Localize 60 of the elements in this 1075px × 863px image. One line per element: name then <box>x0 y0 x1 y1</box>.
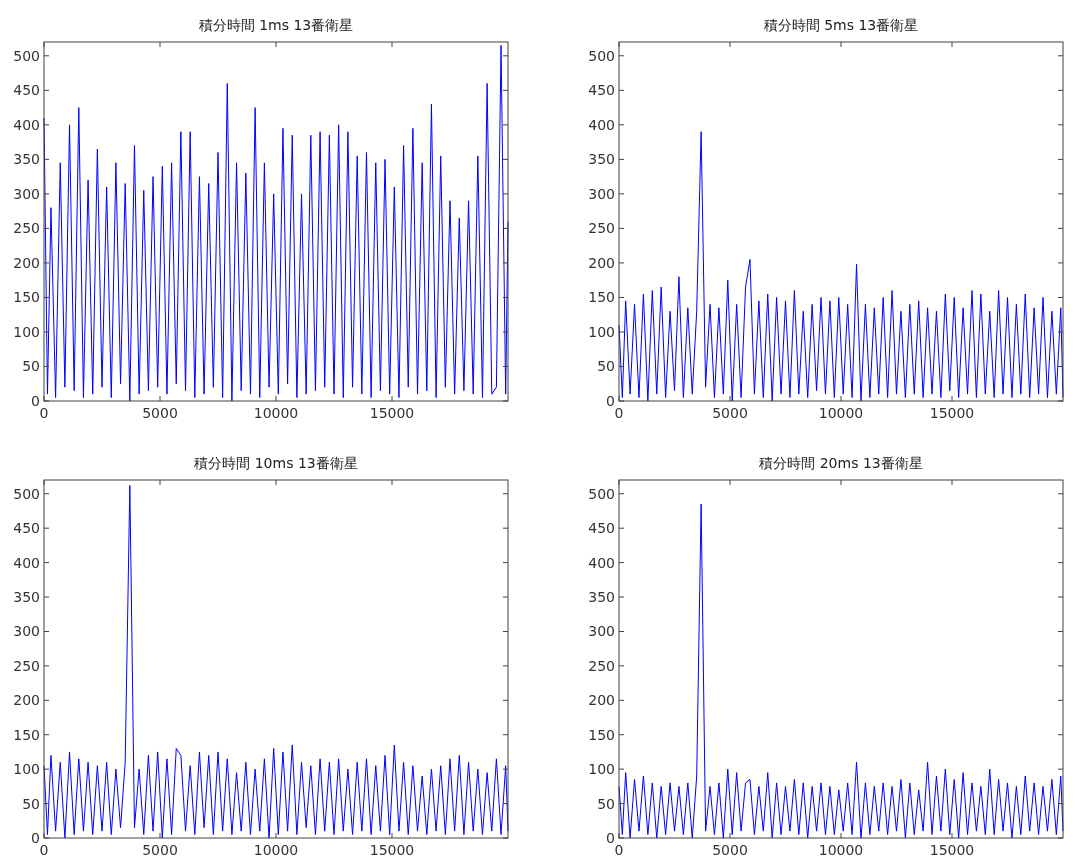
x-tick-label: 5000 <box>712 405 748 421</box>
y-tick-label: 500 <box>13 47 40 64</box>
x-tick-label: 5000 <box>712 842 748 858</box>
y-tick-label: 400 <box>588 116 615 133</box>
y-tick-label: 150 <box>588 289 615 306</box>
y-tick-label: 450 <box>13 82 40 99</box>
y-tick-label: 100 <box>13 761 40 778</box>
y-tick-label: 450 <box>13 520 40 537</box>
y-tick-label: 300 <box>13 185 40 202</box>
y-tick-label: 500 <box>588 485 615 502</box>
y-tick-label: 50 <box>597 795 615 812</box>
y-tick-label: 0 <box>31 393 40 409</box>
y-tick-label: 100 <box>13 323 40 340</box>
x-tick-label: 15000 <box>369 405 415 421</box>
chart-title: 積分時間 1ms 13番衛星 <box>198 17 354 33</box>
y-tick-label: 200 <box>588 254 615 271</box>
y-tick-label: 500 <box>13 485 40 502</box>
y-tick-label: 350 <box>13 151 40 168</box>
y-tick-label: 450 <box>588 520 615 537</box>
y-tick-label: 150 <box>13 289 40 306</box>
y-tick-label: 200 <box>588 692 615 709</box>
y-tick-label: 350 <box>588 589 615 606</box>
y-tick-label: 0 <box>31 830 40 846</box>
y-tick-label: 300 <box>588 623 615 640</box>
x-tick-label: 10000 <box>818 405 864 421</box>
y-tick-label: 350 <box>588 151 615 168</box>
y-tick-label: 300 <box>13 623 40 640</box>
y-tick-label: 250 <box>13 657 40 674</box>
chart-title: 積分時間 20ms 13番衛星 <box>759 455 923 471</box>
x-tick-label: 5000 <box>142 405 178 421</box>
y-tick-label: 250 <box>588 657 615 674</box>
x-tick-label: 10000 <box>818 842 864 858</box>
y-tick-label: 300 <box>588 185 615 202</box>
y-tick-label: 350 <box>13 589 40 606</box>
x-tick-label: 15000 <box>369 842 415 858</box>
y-tick-label: 100 <box>588 323 615 340</box>
x-tick-label: 15000 <box>929 842 975 858</box>
y-tick-label: 400 <box>588 554 615 571</box>
y-tick-label: 400 <box>13 554 40 571</box>
y-tick-label: 150 <box>13 726 40 743</box>
y-tick-label: 150 <box>588 726 615 743</box>
x-tick-label: 15000 <box>929 405 975 421</box>
x-tick-label: 10000 <box>253 405 299 421</box>
x-tick-label: 5000 <box>142 842 178 858</box>
y-tick-label: 250 <box>13 220 40 237</box>
y-tick-label: 50 <box>597 358 615 375</box>
y-tick-label: 0 <box>606 830 615 846</box>
chart-title: 積分時間 10ms 13番衛星 <box>194 455 358 471</box>
x-tick-label: 10000 <box>253 842 299 858</box>
y-tick-label: 500 <box>588 47 615 64</box>
y-tick-label: 100 <box>588 761 615 778</box>
y-tick-label: 50 <box>22 358 40 375</box>
y-tick-label: 200 <box>13 254 40 271</box>
y-tick-label: 200 <box>13 692 40 709</box>
y-tick-label: 250 <box>588 220 615 237</box>
chart-title: 積分時間 5ms 13番衛星 <box>763 17 919 33</box>
y-tick-label: 450 <box>588 82 615 99</box>
y-tick-label: 400 <box>13 116 40 133</box>
y-tick-label: 0 <box>606 393 615 409</box>
y-tick-label: 50 <box>22 795 40 812</box>
